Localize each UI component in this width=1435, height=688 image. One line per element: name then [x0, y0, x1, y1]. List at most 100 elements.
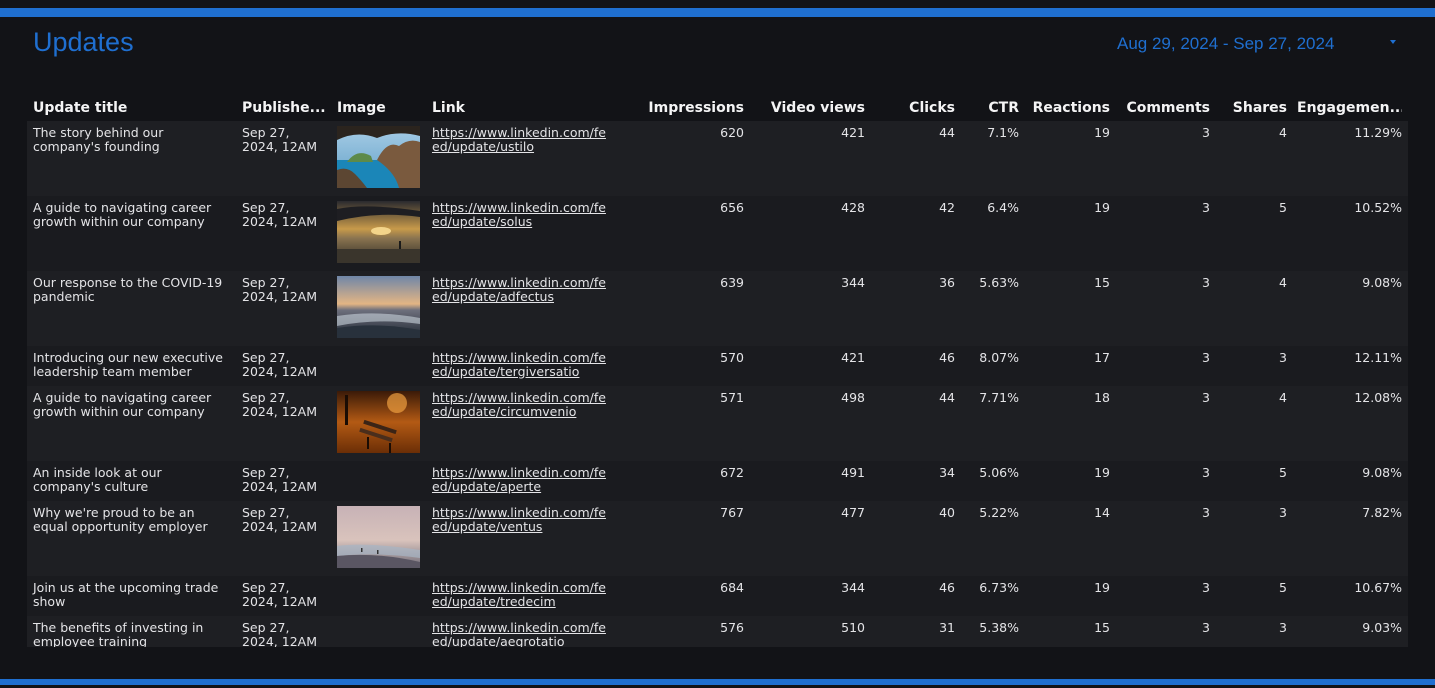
table-row: The benefits of investing in employee tr… [27, 616, 1408, 647]
ctr-cell: 6.73% [979, 580, 1019, 595]
comments-cell: 3 [1202, 505, 1210, 520]
clicks-cell: 36 [939, 275, 955, 290]
video-views-cell: 428 [841, 200, 865, 215]
column-header-engagement[interactable]: Engagemen... [1297, 100, 1402, 116]
update-image-thumbnail [337, 506, 420, 568]
update-title-cell: Join us at the upcoming trade show [33, 580, 219, 609]
table-header: Update title Publishe... Image Link Impr… [27, 99, 1408, 121]
column-header-update-title[interactable]: Update title [33, 100, 128, 116]
impressions-cell: 571 [720, 390, 744, 405]
column-header-video-views[interactable]: Video views [770, 100, 865, 116]
column-header-clicks[interactable]: Clicks [909, 100, 955, 116]
bottom-edge [0, 685, 1435, 688]
update-image-thumbnail [337, 391, 420, 453]
video-views-cell: 344 [841, 580, 865, 595]
top-edge [0, 0, 1435, 8]
comments-cell: 3 [1202, 465, 1210, 480]
clicks-cell: 44 [939, 390, 955, 405]
link-cell[interactable]: https://www.linkedin.com/feed/update/sol… [432, 200, 606, 229]
comments-cell: 3 [1202, 580, 1210, 595]
table-row: A guide to navigating career growth with… [27, 386, 1408, 461]
column-header-comments[interactable]: Comments [1126, 100, 1210, 116]
shares-cell: 4 [1279, 275, 1287, 290]
shares-cell: 5 [1279, 580, 1287, 595]
comments-cell: 3 [1202, 125, 1210, 140]
update-title-cell: The story behind our company's founding [33, 125, 164, 154]
video-views-cell: 510 [841, 620, 865, 635]
ctr-cell: 5.06% [979, 465, 1019, 480]
column-header-shares[interactable]: Shares [1232, 100, 1287, 116]
reactions-cell: 15 [1094, 275, 1110, 290]
impressions-cell: 576 [720, 620, 744, 635]
published-cell: Sep 27, 2024, 12AM [242, 465, 317, 494]
shares-cell: 3 [1279, 350, 1287, 365]
video-views-cell: 344 [841, 275, 865, 290]
shares-cell: 3 [1279, 505, 1287, 520]
ctr-cell: 7.1% [987, 125, 1019, 140]
comments-cell: 3 [1202, 200, 1210, 215]
shares-cell: 5 [1279, 200, 1287, 215]
shares-cell: 5 [1279, 465, 1287, 480]
chevron-down-icon[interactable] [1390, 40, 1396, 44]
impressions-cell: 639 [720, 275, 744, 290]
video-views-cell: 498 [841, 390, 865, 405]
engagement-cell: 11.29% [1354, 125, 1402, 140]
engagement-cell: 12.11% [1354, 350, 1402, 365]
update-image-thumbnail [337, 201, 420, 263]
reactions-cell: 15 [1094, 620, 1110, 635]
updates-table: Update title Publishe... Image Link Impr… [27, 99, 1408, 647]
reactions-cell: 19 [1094, 125, 1110, 140]
table-row: Join us at the upcoming trade show Sep 27… [27, 576, 1408, 616]
table-row: Why we're proud to be an equal opportuni… [27, 501, 1408, 576]
table-row: Our response to the COVID-19 pandemic Sep… [27, 271, 1408, 346]
reactions-cell: 19 [1094, 465, 1110, 480]
shares-cell: 4 [1279, 390, 1287, 405]
column-header-impressions[interactable]: Impressions [648, 100, 744, 116]
published-cell: Sep 27, 2024, 12AM [242, 275, 317, 304]
column-header-reactions[interactable]: Reactions [1032, 100, 1110, 116]
column-header-ctr[interactable]: CTR [988, 100, 1019, 116]
engagement-cell: 9.03% [1362, 620, 1402, 635]
link-cell[interactable]: https://www.linkedin.com/feed/update/tre… [432, 580, 606, 609]
page-title: Updates [33, 27, 134, 57]
link-cell[interactable]: https://www.linkedin.com/feed/update/cir… [432, 390, 606, 419]
link-cell[interactable]: https://www.linkedin.com/feed/update/aeg… [432, 620, 606, 647]
link-cell[interactable]: https://www.linkedin.com/feed/update/ter… [432, 350, 606, 379]
table-row: An inside look at our company's culture S… [27, 461, 1408, 501]
clicks-cell: 46 [939, 580, 955, 595]
column-header-link[interactable]: Link [432, 100, 465, 116]
engagement-cell: 9.08% [1362, 275, 1402, 290]
top-accent-bar [0, 8, 1435, 17]
video-views-cell: 421 [841, 125, 865, 140]
update-title-cell: A guide to navigating career growth with… [33, 200, 212, 229]
reactions-cell: 17 [1094, 350, 1110, 365]
ctr-cell: 5.38% [979, 620, 1019, 635]
impressions-cell: 684 [720, 580, 744, 595]
impressions-cell: 767 [720, 505, 744, 520]
link-cell[interactable]: https://www.linkedin.com/feed/update/adf… [432, 275, 606, 304]
update-title-cell: An inside look at our company's culture [33, 465, 162, 494]
published-cell: Sep 27, 2024, 12AM [242, 580, 317, 609]
table-row: The story behind our company's founding S… [27, 121, 1408, 196]
clicks-cell: 34 [939, 465, 955, 480]
date-range-selector[interactable]: Aug 29, 2024 - Sep 27, 2024 [1117, 34, 1335, 53]
column-header-image[interactable]: Image [337, 100, 386, 116]
link-cell[interactable]: https://www.linkedin.com/feed/update/ust… [432, 125, 606, 154]
link-cell[interactable]: https://www.linkedin.com/feed/update/ven… [432, 505, 606, 534]
published-cell: Sep 27, 2024, 12AM [242, 125, 317, 154]
impressions-cell: 620 [720, 125, 744, 140]
video-views-cell: 491 [841, 465, 865, 480]
link-cell[interactable]: https://www.linkedin.com/feed/update/ape… [432, 465, 606, 494]
published-cell: Sep 27, 2024, 12AM [242, 200, 317, 229]
ctr-cell: 5.63% [979, 275, 1019, 290]
engagement-cell: 9.08% [1362, 465, 1402, 480]
impressions-cell: 570 [720, 350, 744, 365]
column-header-published[interactable]: Publishe... [242, 100, 326, 116]
ctr-cell: 8.07% [979, 350, 1019, 365]
video-views-cell: 477 [841, 505, 865, 520]
impressions-cell: 656 [720, 200, 744, 215]
comments-cell: 3 [1202, 350, 1210, 365]
table-row: Introducing our new executive leadership… [27, 346, 1408, 386]
engagement-cell: 12.08% [1354, 390, 1402, 405]
comments-cell: 3 [1202, 620, 1210, 635]
